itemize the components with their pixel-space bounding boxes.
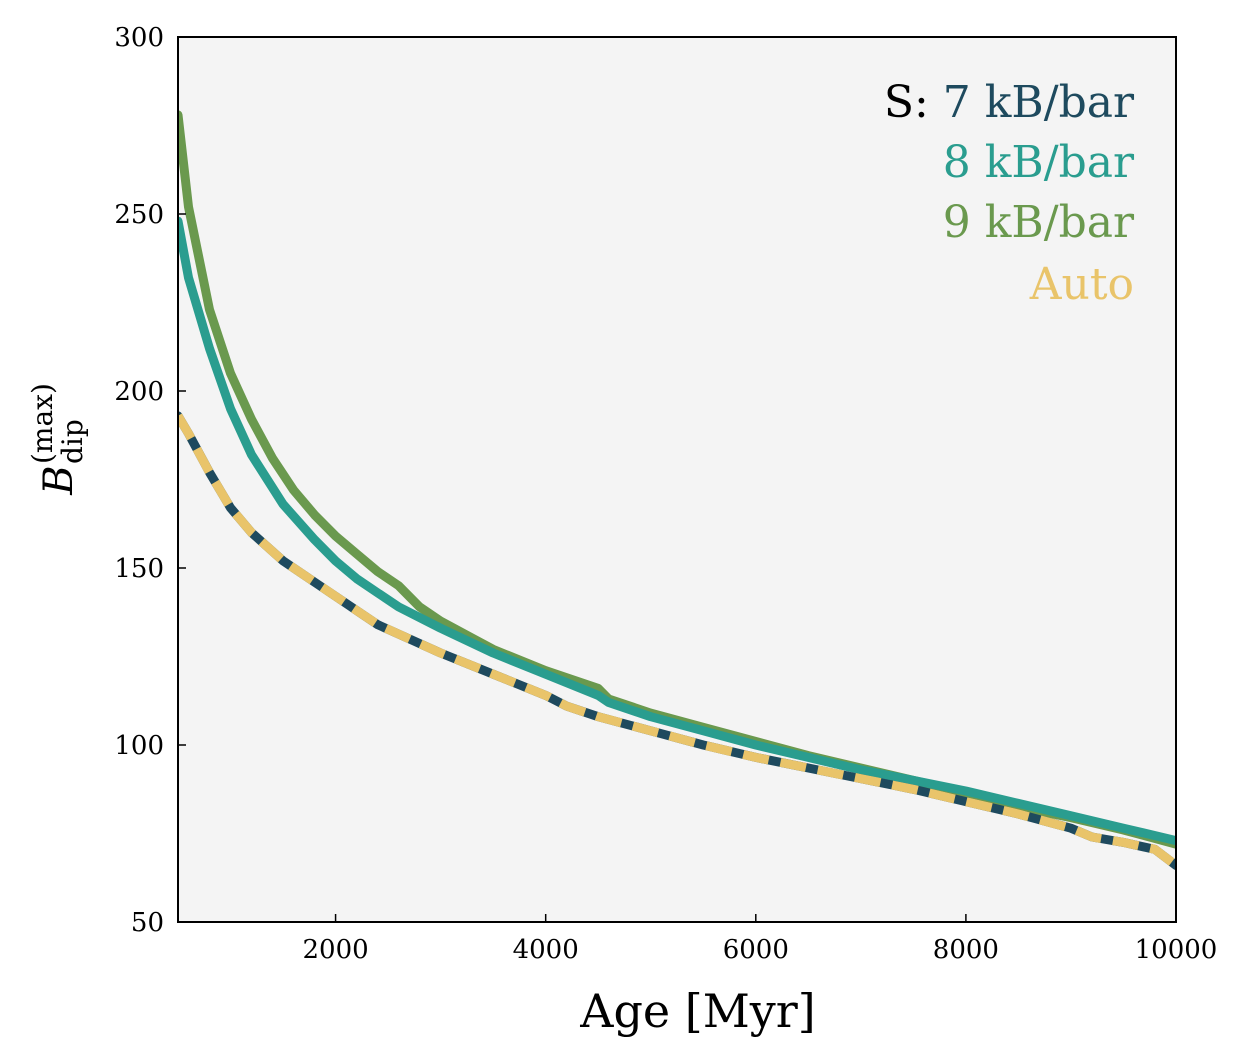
x-tick-label: 6000	[723, 935, 789, 965]
y-axis-label-base: B	[36, 465, 82, 495]
legend-prefix: S:	[884, 77, 943, 128]
x-axis-label: Age [Myr]	[579, 984, 815, 1038]
y-tick-label: 50	[131, 908, 164, 938]
x-tick-label: 8000	[933, 935, 999, 965]
x-tick-label: 2000	[302, 935, 368, 965]
y-axis: 50 100 150 200 250 300	[114, 23, 186, 938]
series-line-auto	[178, 413, 1176, 869]
y-tick-label: 100	[114, 731, 164, 761]
legend: S: 7 kB/bar 8 kB/bar 9 kB/bar Auto	[884, 77, 1135, 310]
legend-entry-1: S: 7 kB/bar	[884, 77, 1135, 128]
y-tick-label: 150	[114, 554, 164, 584]
y-tick-label: 200	[114, 377, 164, 407]
legend-entry-auto: Auto	[1029, 259, 1134, 310]
y-axis-label-superscript: (max)	[26, 383, 59, 464]
x-axis: 2000 4000 6000 8000 10000	[302, 914, 1217, 965]
legend-entry-9kb: 9 kB/bar	[943, 197, 1135, 248]
x-tick-label: 10000	[1135, 935, 1218, 965]
plot-area	[178, 37, 1176, 922]
x-tick-label: 4000	[513, 935, 579, 965]
y-tick-label: 300	[114, 23, 164, 53]
y-axis-label: B (max) dip	[26, 383, 89, 496]
series-line-8-kb-bar	[178, 216, 1176, 846]
legend-entry-8kb: 8 kB/bar	[943, 137, 1135, 188]
y-axis-label-subscript: dip	[56, 419, 89, 464]
legend-label-7kb: 7 kB/bar	[943, 77, 1135, 128]
y-tick-label: 250	[114, 200, 164, 230]
plot-frame	[177, 36, 1177, 923]
series-layer	[178, 110, 1176, 870]
